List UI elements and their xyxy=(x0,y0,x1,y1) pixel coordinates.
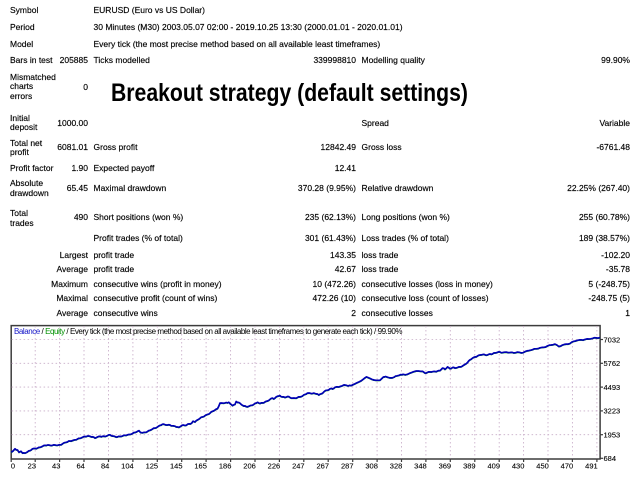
svg-text:43: 43 xyxy=(52,462,60,471)
svg-text:165: 165 xyxy=(194,462,207,471)
svg-text:450: 450 xyxy=(536,462,549,471)
svg-text:684: 684 xyxy=(604,454,617,463)
svg-text:430: 430 xyxy=(512,462,525,471)
svg-text:206: 206 xyxy=(243,462,256,471)
svg-text:84: 84 xyxy=(101,462,109,471)
svg-text:64: 64 xyxy=(76,462,84,471)
svg-text:104: 104 xyxy=(121,462,134,471)
svg-text:348: 348 xyxy=(414,462,427,471)
svg-text:267: 267 xyxy=(316,462,329,471)
svg-text:409: 409 xyxy=(487,462,500,471)
svg-text:3223: 3223 xyxy=(604,407,621,416)
svg-text:369: 369 xyxy=(439,462,452,471)
svg-text:125: 125 xyxy=(146,462,159,471)
svg-text:308: 308 xyxy=(365,462,378,471)
svg-text:226: 226 xyxy=(268,462,281,471)
svg-text:287: 287 xyxy=(341,462,354,471)
svg-text:186: 186 xyxy=(219,462,232,471)
svg-text:5762: 5762 xyxy=(604,359,621,368)
svg-text:247: 247 xyxy=(292,462,305,471)
svg-text:470: 470 xyxy=(561,462,574,471)
svg-text:1953: 1953 xyxy=(604,431,621,440)
svg-text:4493: 4493 xyxy=(604,383,621,392)
svg-text:7032: 7032 xyxy=(604,335,621,344)
svg-text:328: 328 xyxy=(390,462,403,471)
svg-text:0: 0 xyxy=(11,462,15,471)
svg-text:145: 145 xyxy=(170,462,183,471)
svg-text:491: 491 xyxy=(585,462,598,471)
svg-text:23: 23 xyxy=(28,462,36,471)
svg-text:389: 389 xyxy=(463,462,476,471)
